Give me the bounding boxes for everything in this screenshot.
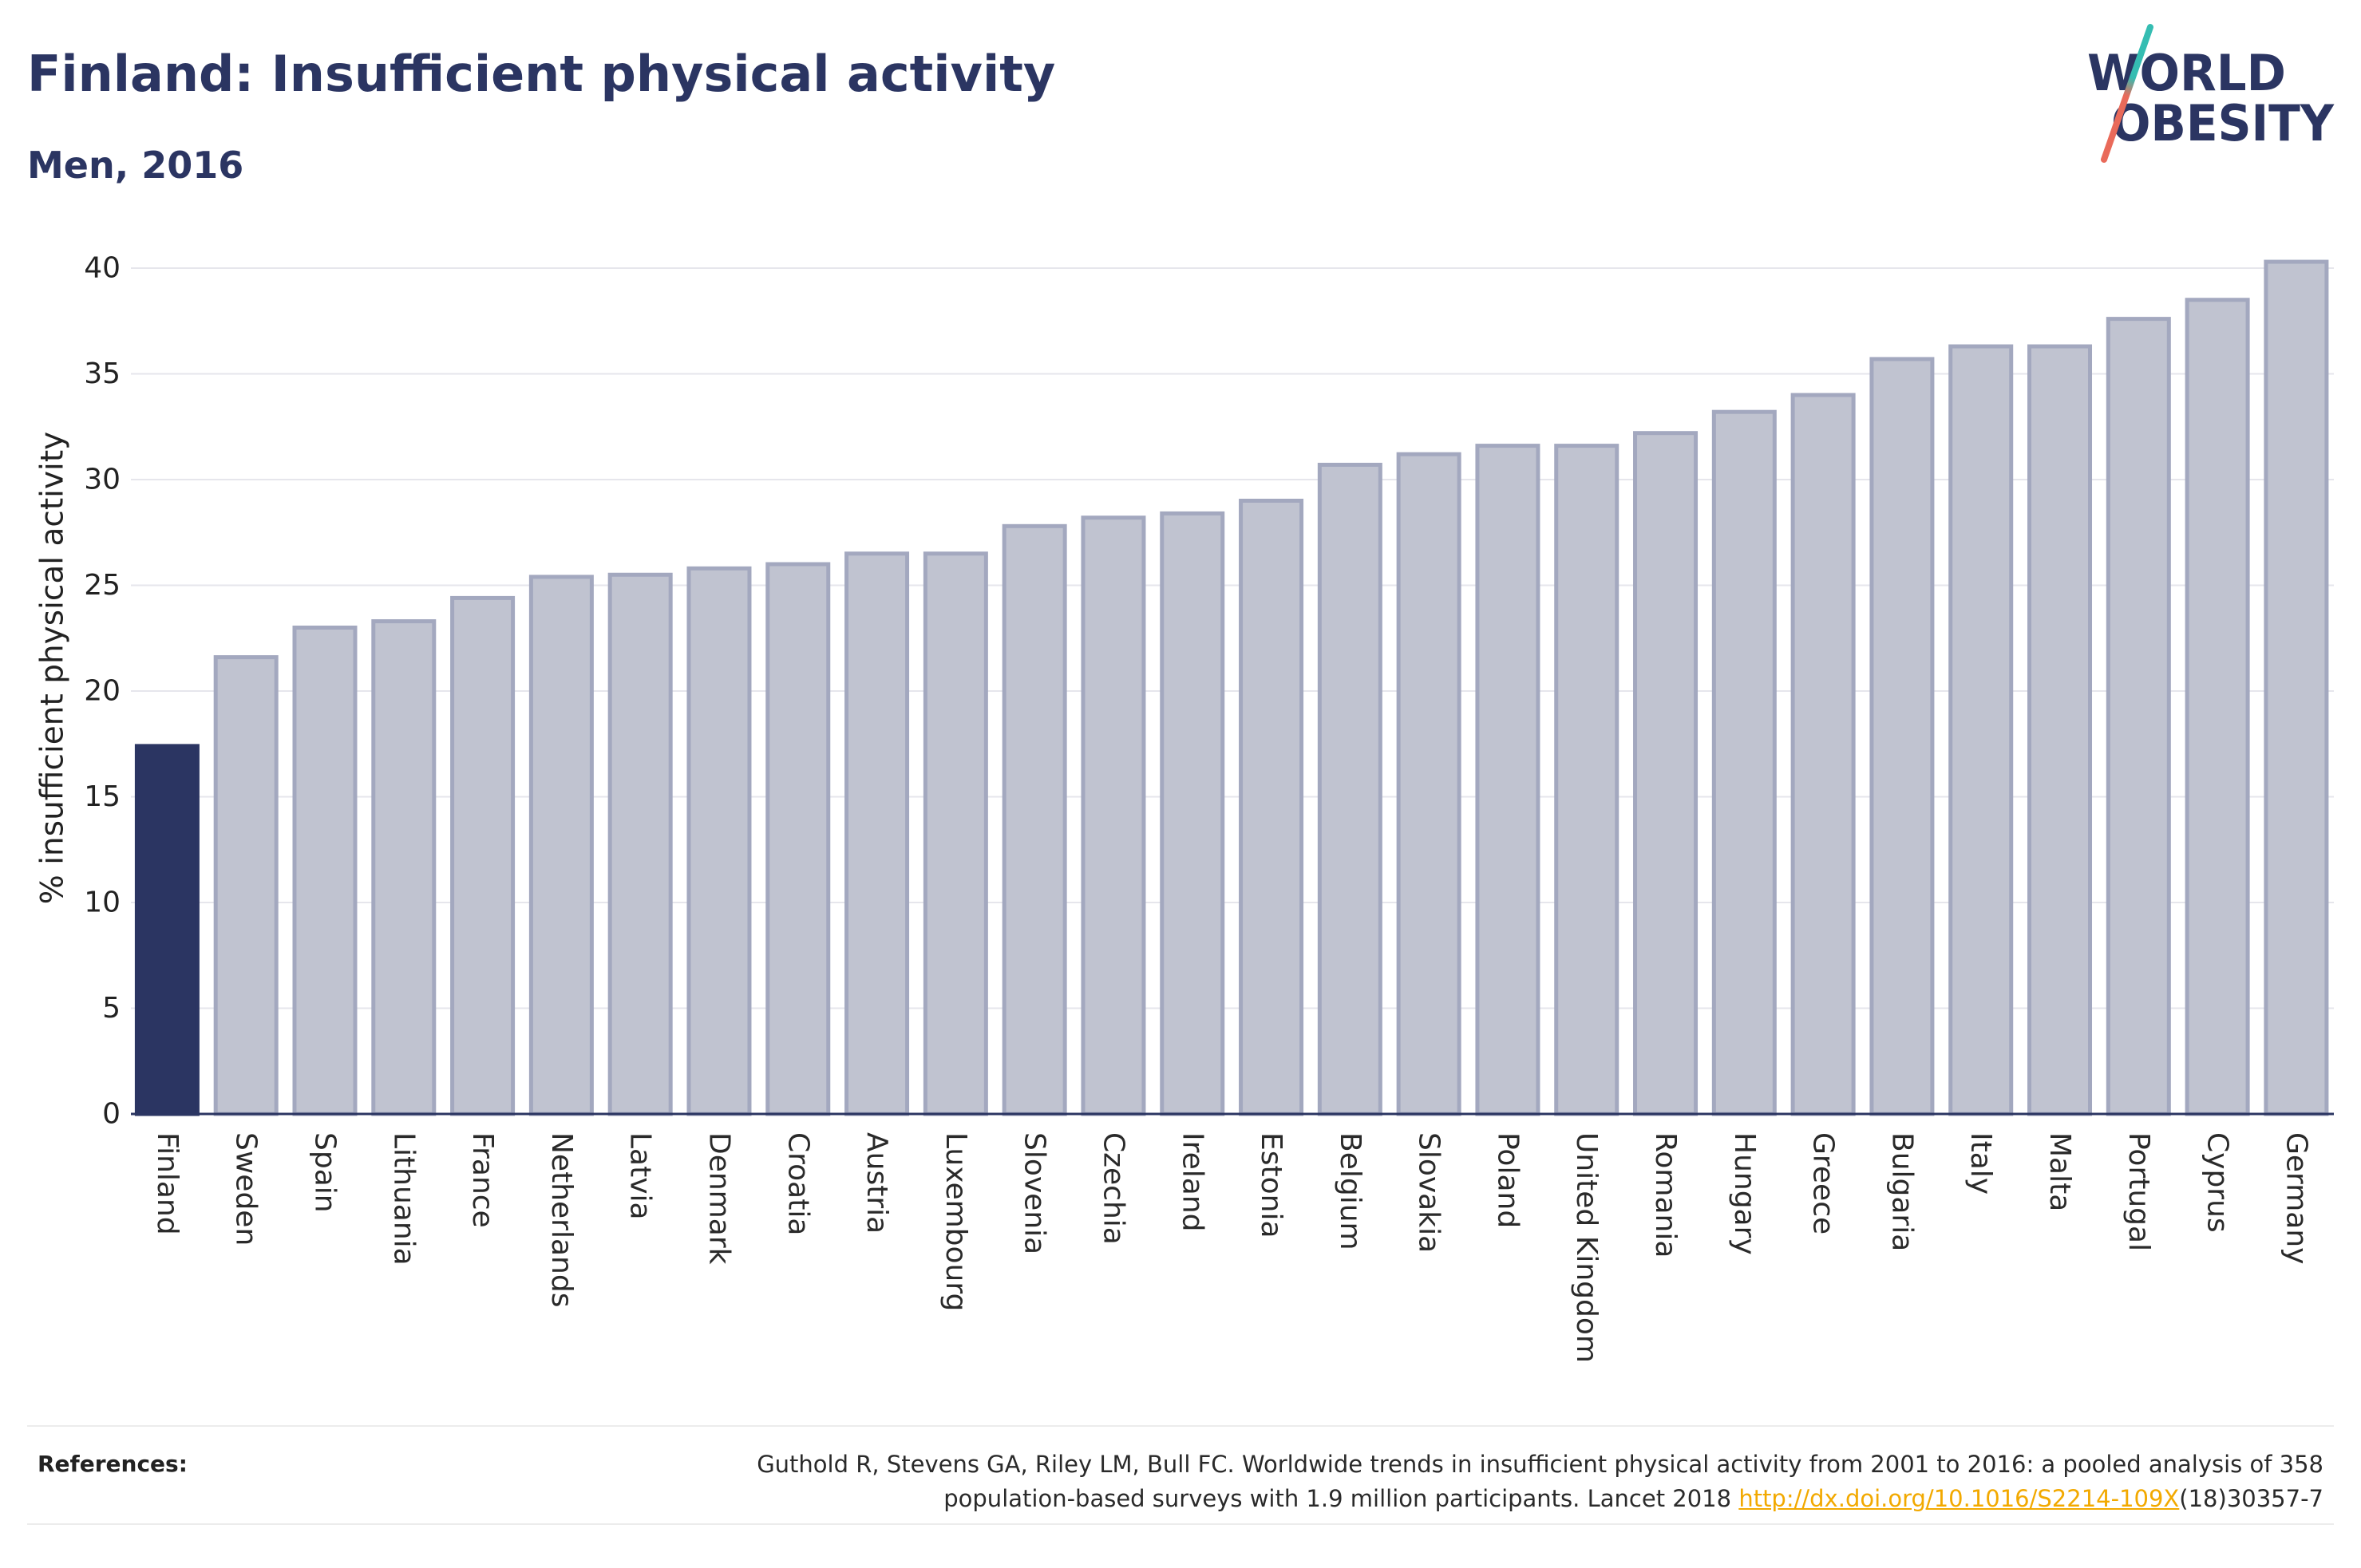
x-tick-label-cyprus: Cyprus xyxy=(2201,1132,2234,1233)
bar-greece xyxy=(1790,393,1856,1116)
x-tick-label-denmark: Denmark xyxy=(702,1132,735,1265)
bar-france xyxy=(450,595,516,1116)
x-tick-label-netherlands: Netherlands xyxy=(545,1132,578,1307)
bar-sweden xyxy=(213,655,279,1116)
bars xyxy=(134,259,2329,1116)
y-tick-label: 10 xyxy=(84,887,121,919)
x-tick-label-germany: Germany xyxy=(2280,1132,2312,1264)
x-tick-label-estonia: Estonia xyxy=(1255,1132,1287,1238)
world-obesity-logo[interactable]: WORLD OBESITY xyxy=(2087,24,2335,163)
bar-luxembourg xyxy=(923,551,988,1116)
bar-latvia xyxy=(607,572,673,1116)
y-axis-ticks: 0 5 10 15 20 25 30 35 40 xyxy=(84,252,121,1131)
x-axis-ticks: Finland Sweden Spain Lithuania France Netherl… xyxy=(151,1132,2312,1363)
bar-austria xyxy=(844,551,910,1116)
x-tick-label-slovenia: Slovenia xyxy=(1018,1132,1051,1254)
bar-bulgaria xyxy=(1869,357,1935,1116)
bar-slovakia xyxy=(1396,452,1461,1116)
y-axis-title: % insufficient physical activity xyxy=(35,432,71,904)
x-tick-label-romania: Romania xyxy=(1649,1132,1682,1258)
footer-divider-top xyxy=(27,1425,2334,1427)
reference-line-2-end: (18)30357-7 xyxy=(2179,1485,2323,1512)
bar-finland xyxy=(134,744,200,1116)
x-tick-label-bulgaria: Bulgaria xyxy=(1885,1132,1918,1251)
bar-poland xyxy=(1475,444,1540,1116)
y-tick-label: 30 xyxy=(84,464,121,496)
x-tick-label-finland: Finland xyxy=(151,1132,184,1235)
bar-croatia xyxy=(765,562,831,1116)
y-tick-label: 20 xyxy=(84,675,121,708)
chart-title: Finland: Insufficient physical activity xyxy=(27,45,1056,103)
x-tick-label-italy: Italy xyxy=(1964,1132,1997,1195)
x-tick-label-ireland: Ireland xyxy=(1176,1132,1208,1232)
x-tick-label-greece: Greece xyxy=(1807,1132,1840,1234)
x-tick-label-poland: Poland xyxy=(1491,1132,1524,1228)
x-tick-label-belgium: Belgium xyxy=(1334,1132,1366,1250)
y-tick-label: 15 xyxy=(84,780,121,813)
reference-line-2: population-based surveys with 1.9 millio… xyxy=(757,1482,2323,1516)
references-label: References: xyxy=(38,1451,188,1477)
chart-subtitle: Men, 2016 xyxy=(27,144,244,187)
bar-slovenia xyxy=(1002,523,1067,1116)
references-text: Guthold R, Stevens GA, Riley LM, Bull FC… xyxy=(757,1448,2323,1516)
x-tick-label-spain: Spain xyxy=(308,1132,341,1213)
bar-belgium xyxy=(1317,462,1382,1116)
bar-estonia xyxy=(1239,499,1304,1116)
bar-portugal xyxy=(2106,317,2171,1116)
bar-lithuania xyxy=(371,619,437,1116)
x-tick-label-slovakia: Slovakia xyxy=(1413,1132,1445,1253)
footer-divider-bottom xyxy=(27,1523,2334,1525)
x-tick-label-hungary: Hungary xyxy=(1728,1132,1761,1255)
x-tick-label-lithuania: Lithuania xyxy=(387,1132,420,1266)
x-tick-label-austria: Austria xyxy=(860,1132,893,1234)
x-tick-label-latvia: Latvia xyxy=(624,1132,657,1220)
bar-hungary xyxy=(1711,409,1777,1116)
bar-romania xyxy=(1633,431,1699,1116)
x-tick-label-sweden: Sweden xyxy=(230,1132,263,1246)
x-tick-label-malta: Malta xyxy=(2043,1132,2076,1211)
doi-link[interactable]: http://dx.doi.org/10.1016/S2214-109X xyxy=(1738,1485,2180,1512)
y-tick-label: 5 xyxy=(102,992,121,1025)
bar-chart: WORLD OBESITY 0 5 10 15 20 25 30 35 40 % insuffi… xyxy=(35,24,2335,1363)
y-tick-label: 25 xyxy=(84,569,121,602)
logo-word-world: WORLD xyxy=(2087,44,2286,102)
x-tick-label-france: France xyxy=(466,1132,499,1228)
bar-ireland xyxy=(1160,511,1225,1116)
bar-netherlands xyxy=(528,575,594,1116)
y-tick-label: 35 xyxy=(84,357,121,390)
reference-line-2-text: population-based surveys with 1.9 millio… xyxy=(943,1485,1739,1512)
x-tick-label-luxembourg: Luxembourg xyxy=(939,1132,972,1311)
bar-germany xyxy=(2264,259,2329,1116)
logo-word-obesity: OBESITY xyxy=(2111,94,2335,152)
bar-malta xyxy=(2027,344,2093,1116)
x-tick-label-croatia: Croatia xyxy=(781,1132,814,1235)
bar-spain xyxy=(292,626,358,1116)
bar-cyprus xyxy=(2185,298,2250,1116)
reference-line-1: Guthold R, Stevens GA, Riley LM, Bull FC… xyxy=(757,1451,2323,1478)
logo-slash xyxy=(2101,24,2153,163)
y-tick-label: 0 xyxy=(102,1098,121,1131)
x-tick-label-united-kingdom: United Kingdom xyxy=(1570,1132,1603,1363)
x-tick-label-portugal: Portugal xyxy=(2122,1132,2155,1251)
bar-united-kingdom xyxy=(1554,444,1619,1116)
bar-czechia xyxy=(1081,515,1146,1116)
x-tick-label-czechia: Czechia xyxy=(1097,1132,1129,1245)
bar-italy xyxy=(1948,344,2014,1116)
y-tick-label: 40 xyxy=(84,252,121,285)
bar-denmark xyxy=(686,566,752,1116)
